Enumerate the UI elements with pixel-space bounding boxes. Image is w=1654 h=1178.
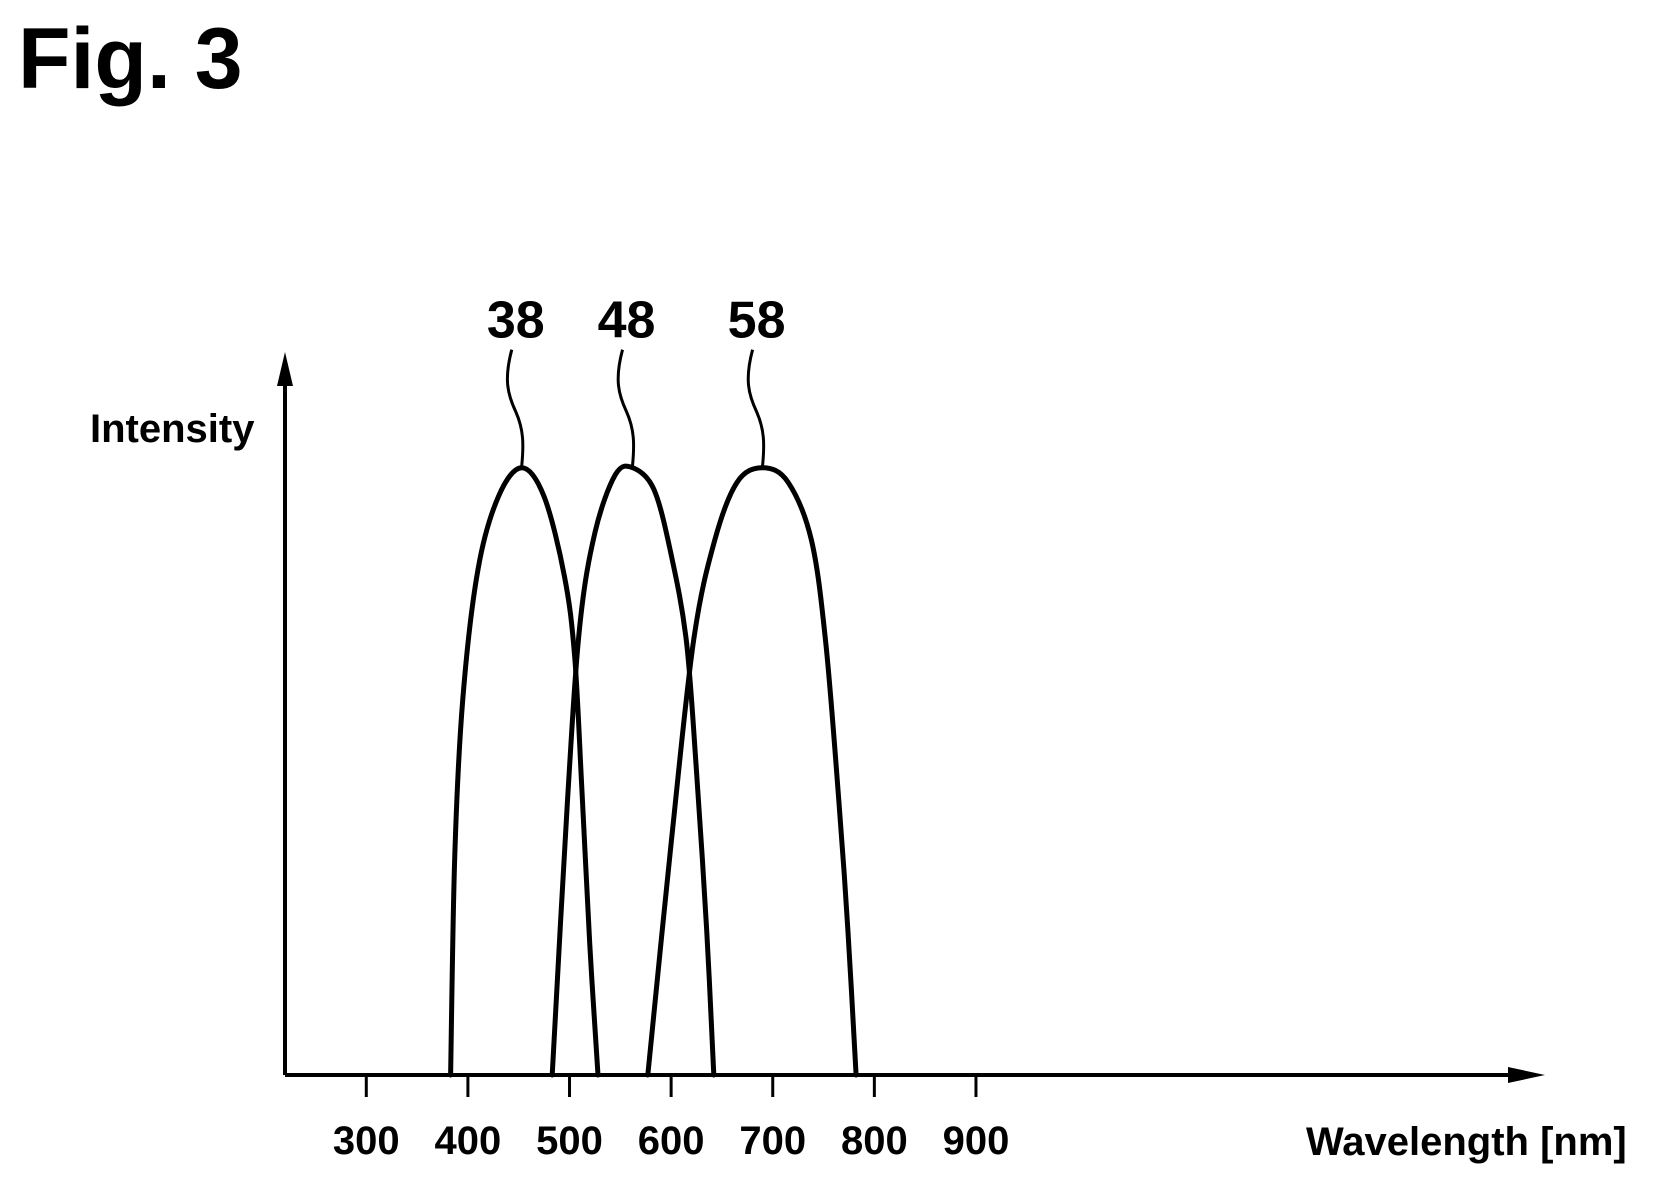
curve-48: [549, 463, 717, 1078]
x-axis-arrowhead: [1508, 1067, 1545, 1083]
spectral-curves: [448, 463, 859, 1078]
x-tick-label: 300: [333, 1119, 400, 1163]
x-tick-label: 900: [943, 1119, 1010, 1163]
y-axis-arrowhead: [277, 352, 293, 386]
x-tick-label: 400: [435, 1119, 502, 1163]
x-tick-label: 500: [536, 1119, 603, 1163]
curve-58: [645, 465, 859, 1078]
curve-label-58: 58: [728, 292, 786, 350]
x-axis-label: Wavelength [nm]: [1306, 1120, 1627, 1164]
axes: [277, 352, 1545, 1083]
curve-label-48: 48: [598, 292, 656, 350]
x-tick-label: 700: [739, 1119, 806, 1163]
curve-38: [448, 465, 601, 1078]
leader-line-38: [505, 349, 525, 466]
x-tick-label: 600: [638, 1119, 705, 1163]
x-tick-label: 800: [841, 1119, 908, 1163]
curve-label-38: 38: [487, 292, 545, 350]
x-ticks: 300 400 500 600 700 800 900: [333, 1075, 1009, 1163]
curve-annotations: 38 48 58: [487, 292, 786, 466]
y-axis-label: Intensity: [90, 407, 255, 451]
leader-line-58: [746, 349, 766, 466]
figure-title: Fig. 3: [18, 11, 243, 107]
leader-line-48: [616, 349, 636, 466]
